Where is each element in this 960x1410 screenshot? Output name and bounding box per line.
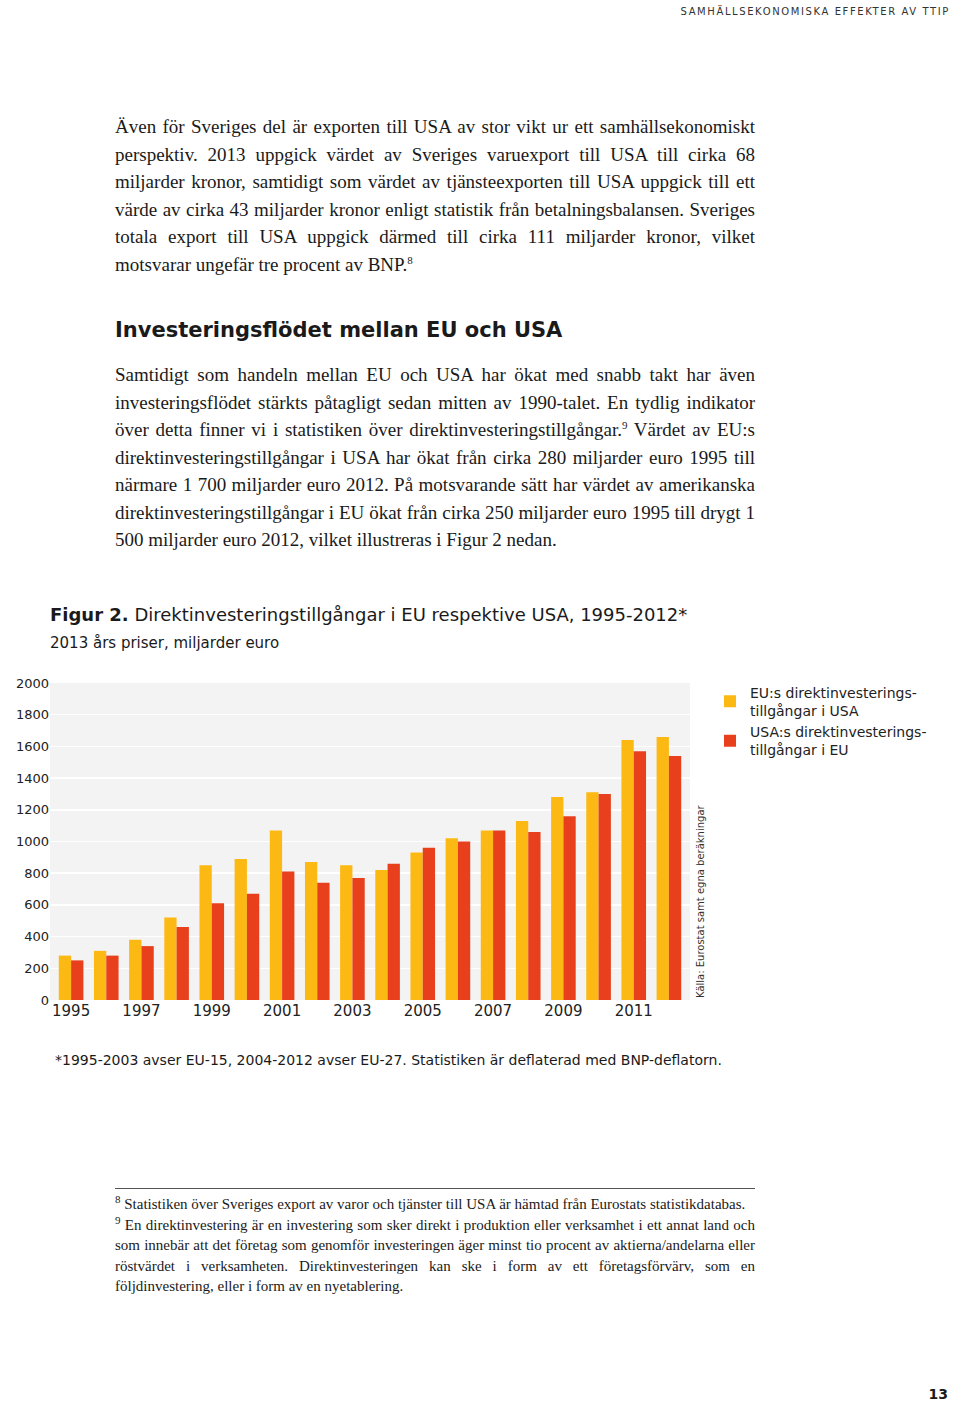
svg-text:1200: 1200 bbox=[16, 802, 49, 817]
svg-text:1999: 1999 bbox=[193, 1002, 231, 1020]
svg-text:0: 0 bbox=[41, 993, 49, 1008]
svg-text:800: 800 bbox=[24, 866, 49, 881]
svg-text:2005: 2005 bbox=[404, 1002, 442, 1020]
svg-text:2007: 2007 bbox=[474, 1002, 512, 1020]
html-text:9En direktinvestering är en in: 9En direktinvestering är en investering … bbox=[115, 1213, 755, 1294]
html-text:Figur 2. Direktinvesteringstil: Figur 2. Direktinvesteringstillgångar i … bbox=[50, 604, 688, 625]
svg-text:1000: 1000 bbox=[16, 834, 49, 849]
svg-text:600: 600 bbox=[24, 897, 49, 912]
svg-text:2009: 2009 bbox=[544, 1002, 582, 1020]
svg-text:1995: 1995 bbox=[52, 1002, 90, 1020]
html-text:13: 13 bbox=[928, 1386, 948, 1402]
html-text:Även för Sveriges del är expor: Även för Sveriges del är exporten till U… bbox=[115, 116, 755, 275]
svg-text:400: 400 bbox=[24, 929, 49, 944]
html-text:2013 års priser, miljarder eur: 2013 års priser, miljarder euro bbox=[50, 634, 280, 652]
svg-text:1400: 1400 bbox=[16, 771, 49, 786]
svg-text:2001: 2001 bbox=[263, 1002, 301, 1020]
svg-text:USA:s direktinvesterings-tillg: USA:s direktinvesterings-tillgångar i EU bbox=[750, 724, 926, 758]
html-text:Investeringsflödet mellan EU o: Investeringsflödet mellan EU och USA bbox=[115, 318, 563, 342]
svg-text:2003: 2003 bbox=[333, 1002, 371, 1020]
html-text:SAMHÄLLSEKONOMISKA EFFEKTER AV: SAMHÄLLSEKONOMISKA EFFEKTER AV TTIP bbox=[680, 6, 950, 17]
svg-text:1800: 1800 bbox=[16, 707, 49, 722]
svg-text:1600: 1600 bbox=[16, 739, 49, 754]
svg-text:2011: 2011 bbox=[615, 1002, 653, 1020]
svg-text:EU:s direktinvesterings-tillgå: EU:s direktinvesterings-tillgångar i USA bbox=[750, 685, 917, 719]
svg-text:1997: 1997 bbox=[122, 1002, 160, 1020]
html-text:Samtidigt som handeln mellan E: Samtidigt som handeln mellan EU och USA … bbox=[115, 364, 755, 550]
svg-text:2000: 2000 bbox=[16, 676, 49, 691]
html-text:8Statistiken över Sveriges exp: 8Statistiken över Sveriges export av var… bbox=[115, 1193, 746, 1212]
svg-text:200: 200 bbox=[24, 961, 49, 976]
svg-text:Källa: Eurostat samt egna berä: Källa: Eurostat samt egna beräkningar bbox=[695, 804, 706, 998]
html-text:*1995-2003 avser EU-15, 2004-2: *1995-2003 avser EU-15, 2004-2012 avser … bbox=[55, 1052, 722, 1068]
